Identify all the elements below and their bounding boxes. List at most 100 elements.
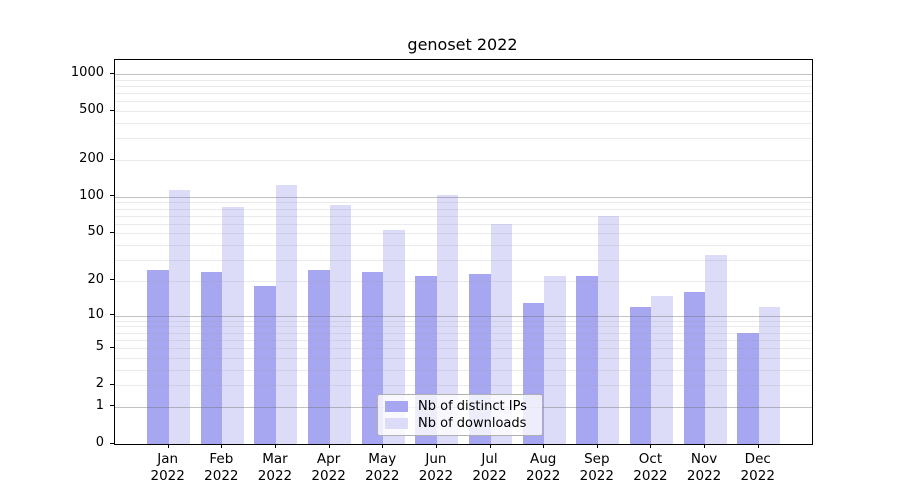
x-tick-year: 2022 — [311, 468, 346, 484]
minor-gridline — [115, 93, 812, 95]
x-tick-year: 2022 — [525, 468, 561, 484]
x-tick-label: Dec 2022 — [723, 451, 793, 485]
y-tick-label: 5 — [95, 339, 104, 355]
x-tick-year: 2022 — [472, 468, 507, 484]
x-tick — [221, 444, 223, 448]
legend-item-distinct-ips: Nb of distinct IPs — [385, 399, 535, 414]
legend-swatch-downloads-icon — [385, 417, 408, 429]
x-tick-year: 2022 — [418, 468, 454, 484]
x-tick — [704, 444, 706, 448]
x-tick-month: Apr — [316, 451, 341, 467]
minor-gridline — [115, 215, 812, 217]
y-tick — [110, 346, 114, 348]
legend: Nb of distinct IPs Nb of downloads — [377, 394, 543, 436]
y-tick-label: 50 — [87, 224, 104, 240]
y-tick — [110, 158, 114, 160]
x-tick-year: 2022 — [686, 468, 722, 484]
bar-distinct-ips — [737, 332, 759, 444]
y-tick-label: 2 — [95, 376, 104, 392]
bar-distinct-ips — [576, 276, 598, 444]
minor-gridline — [115, 233, 812, 235]
y-tick-label: 100 — [79, 187, 104, 203]
y-tick-label: 1 — [95, 397, 104, 413]
bar-distinct-ips — [200, 271, 223, 444]
major-gridline — [115, 196, 812, 198]
x-tick-year: 2022 — [150, 468, 185, 484]
legend-swatch-distinct-ips-icon — [385, 401, 408, 413]
x-tick — [274, 444, 276, 448]
x-tick-month: Oct — [638, 451, 663, 467]
x-tick-label: Jul 2022 — [455, 451, 525, 485]
x-tick — [757, 444, 759, 448]
x-tick-label: Mar 2022 — [240, 451, 310, 485]
x-tick-label: Jan 2022 — [133, 451, 203, 485]
x-tick — [489, 444, 491, 448]
bar-downloads — [168, 190, 191, 444]
legend-item-downloads: Nb of downloads — [385, 416, 535, 431]
x-tick-month: Jul — [481, 451, 498, 467]
y-tick-label: 500 — [79, 102, 104, 118]
y-tick — [110, 383, 114, 385]
x-tick-year: 2022 — [579, 468, 614, 484]
y-tick — [110, 279, 114, 281]
y-tick-label: 1000 — [70, 65, 104, 81]
bar-distinct-ips — [683, 292, 706, 444]
minor-gridline — [115, 208, 812, 210]
x-tick-label: Aug 2022 — [508, 451, 578, 485]
x-tick-month: Mar — [262, 451, 288, 467]
bar-downloads — [383, 230, 405, 444]
bar-distinct-ips — [308, 269, 330, 444]
x-tick — [543, 444, 545, 448]
x-tick-month: Feb — [209, 451, 234, 467]
y-tick-label: 10 — [87, 306, 104, 322]
bar-downloads — [490, 223, 513, 444]
minor-gridline — [115, 160, 812, 162]
x-tick-month: Jun — [425, 451, 447, 467]
y-tick — [110, 314, 114, 316]
x-tick — [328, 444, 330, 448]
x-tick-year: 2022 — [740, 468, 775, 484]
minor-gridline — [115, 245, 812, 247]
y-tick — [110, 231, 114, 233]
minor-gridline — [115, 123, 812, 125]
bar-downloads — [597, 215, 620, 444]
legend-label-distinct-ips: Nb of distinct IPs — [418, 399, 527, 415]
y-tick — [110, 109, 114, 111]
x-tick-month: Dec — [744, 451, 771, 467]
y-tick-label: 200 — [79, 151, 104, 167]
plot-area — [114, 59, 813, 445]
y-tick-label: 0 — [95, 435, 104, 450]
legend-label-downloads: Nb of downloads — [418, 415, 527, 431]
x-tick-month: Aug — [529, 451, 557, 467]
bar-distinct-ips — [254, 286, 276, 444]
x-tick — [382, 444, 384, 448]
bar-downloads — [651, 295, 673, 444]
bar-downloads — [222, 207, 244, 444]
y-tick-label: 20 — [87, 271, 104, 287]
x-tick-month: May — [368, 451, 397, 467]
minor-gridline — [115, 223, 812, 225]
y-tick — [110, 442, 114, 444]
x-tick-label: Jun 2022 — [401, 451, 471, 485]
y-tick — [110, 405, 114, 407]
minor-gridline — [115, 138, 812, 140]
x-tick-label: Feb 2022 — [186, 451, 256, 485]
x-tick-label: Sep 2022 — [562, 451, 632, 485]
minor-gridline — [115, 79, 812, 81]
y-tick — [110, 72, 114, 74]
bar-distinct-ips — [629, 306, 652, 444]
minor-gridline — [115, 202, 812, 204]
bar-downloads — [275, 185, 298, 444]
y-tick — [110, 195, 114, 197]
x-tick — [435, 444, 437, 448]
minor-gridline — [115, 85, 812, 87]
minor-gridline — [115, 111, 812, 113]
bar-distinct-ips — [147, 269, 169, 444]
bar-downloads — [705, 255, 727, 444]
x-tick-label: Nov 2022 — [669, 451, 739, 485]
x-tick-year: 2022 — [257, 468, 293, 484]
chart-title: genoset 2022 — [407, 35, 518, 54]
x-tick-year: 2022 — [204, 468, 239, 484]
bar-downloads — [544, 276, 566, 444]
